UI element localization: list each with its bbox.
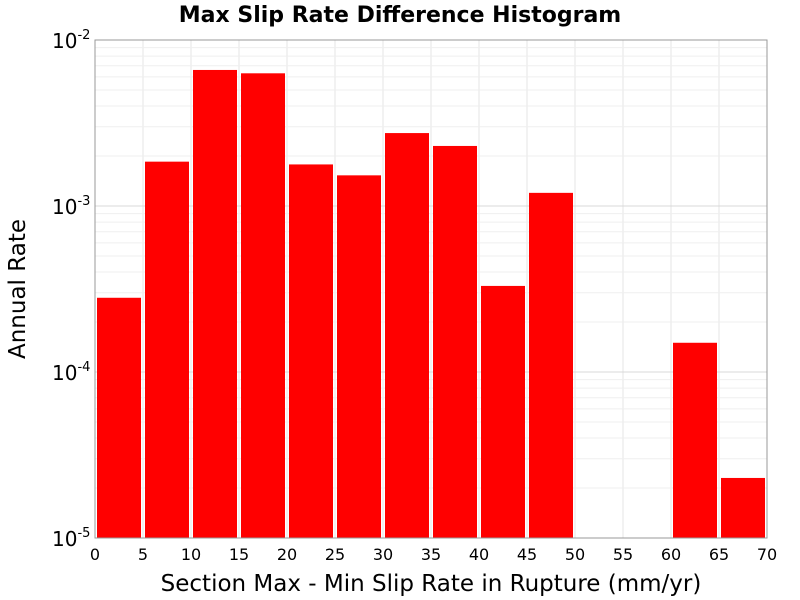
x-tick-label: 5 <box>138 545 148 564</box>
x-tick-label: 70 <box>757 545 777 564</box>
bar-45-50 <box>529 192 573 539</box>
bar-10-15 <box>193 69 237 539</box>
x-tick-label: 10 <box>181 545 201 564</box>
x-tick-label: 20 <box>277 545 297 564</box>
y-tick-label: 10-4 <box>52 360 90 385</box>
x-tick-label: 60 <box>661 545 681 564</box>
y-tick-label: 10-5 <box>52 526 90 551</box>
x-tick-label: 0 <box>90 545 100 564</box>
x-axis-label: Section Max - Min Slip Rate in Rupture (… <box>161 571 702 597</box>
x-axis-ticks: 0 5 10 15 20 25 30 35 40 45 50 55 60 65 70 <box>90 545 777 564</box>
x-tick-label: 40 <box>469 545 489 564</box>
x-tick-label: 45 <box>517 545 537 564</box>
x-tick-label: 55 <box>613 545 633 564</box>
y-axis-label: Annual Rate <box>5 219 31 359</box>
bar-60-65 <box>673 342 717 538</box>
chart-title: Max Slip Rate Difference Histogram <box>179 3 621 28</box>
bar-0-5 <box>97 297 141 538</box>
x-tick-label: 65 <box>709 545 729 564</box>
bars <box>97 69 765 539</box>
x-tick-label: 30 <box>373 545 393 564</box>
x-tick-label: 25 <box>325 545 345 564</box>
y-axis-ticks: 10-5 10-4 10-3 10-2 <box>52 28 90 551</box>
y-tick-label: 10-2 <box>52 28 90 53</box>
bar-5-10 <box>145 161 189 539</box>
bar-30-35 <box>385 133 429 538</box>
x-tick-label: 35 <box>421 545 441 564</box>
x-tick-label: 15 <box>229 545 249 564</box>
bar-40-45 <box>481 285 525 538</box>
bar-25-30 <box>337 175 381 538</box>
bar-15-20 <box>241 73 285 538</box>
y-tick-label: 10-3 <box>52 194 90 219</box>
bar-20-25 <box>289 164 333 538</box>
bar-35-40 <box>433 145 477 538</box>
plot-frame <box>94 39 768 539</box>
x-tick-label: 50 <box>565 545 585 564</box>
bar-65-70 <box>721 477 765 538</box>
